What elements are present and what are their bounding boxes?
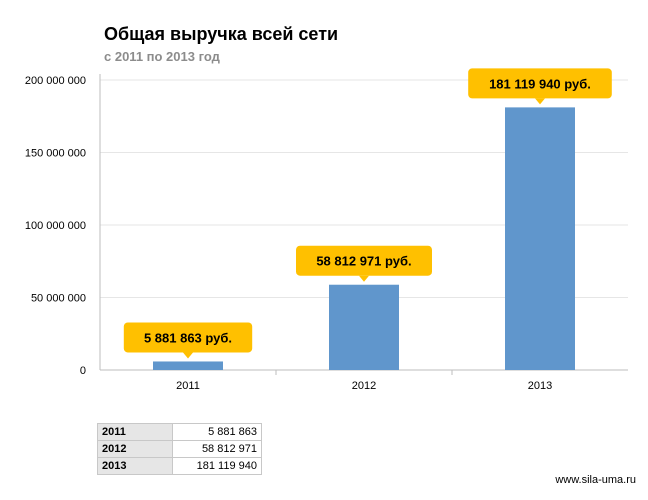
chart-title: Общая выручка всей сети	[104, 24, 339, 44]
y-tick-label: 200 000 000	[25, 75, 86, 87]
y-tick-label: 150 000 000	[25, 148, 86, 160]
callout-pointer	[359, 275, 369, 282]
table-cell-year: 2011	[97, 423, 173, 441]
revenue-bar-chart: 0 50 000 000 100 000 000 150 000 000 200 000…	[25, 68, 628, 392]
table-cell-year: 2013	[97, 457, 173, 475]
table-row: 2011 5 881 863	[97, 423, 262, 441]
y-tick-label: 50 000 000	[31, 293, 86, 305]
x-tick-label: 2011	[176, 380, 200, 392]
y-tick-label: 0	[80, 365, 86, 377]
data-label-callout	[123, 322, 253, 353]
data-label-callout	[468, 68, 612, 99]
data-label: 58 812 971 руб.	[316, 254, 411, 269]
table-cell-value: 181 119 940	[172, 457, 262, 475]
table-row: 2012 58 812 971	[97, 440, 262, 458]
data-table: 2011 5 881 863 2012 58 812 971 2013 181 …	[97, 423, 262, 475]
callout-pointer	[183, 352, 193, 359]
x-tick-label: 2013	[528, 380, 552, 392]
bar	[153, 361, 223, 370]
y-tick-label: 100 000 000	[25, 220, 86, 232]
site-watermark: www.sila-uma.ru	[555, 474, 636, 486]
table-cell-year: 2012	[97, 440, 173, 458]
x-tick-label: 2012	[352, 380, 376, 392]
chart-subtitle: с 2011 по 2013 год	[104, 49, 220, 64]
bar	[329, 284, 399, 370]
table-row: 2013 181 119 940	[97, 457, 262, 475]
data-label: 181 119 940 руб.	[489, 76, 591, 91]
table-cell-value: 58 812 971	[172, 440, 262, 458]
callout-pointer	[535, 98, 545, 105]
table-cell-value: 5 881 863	[172, 423, 262, 441]
data-label-callout	[296, 245, 432, 276]
bar	[505, 107, 575, 370]
data-label: 5 881 863 руб.	[144, 330, 232, 345]
